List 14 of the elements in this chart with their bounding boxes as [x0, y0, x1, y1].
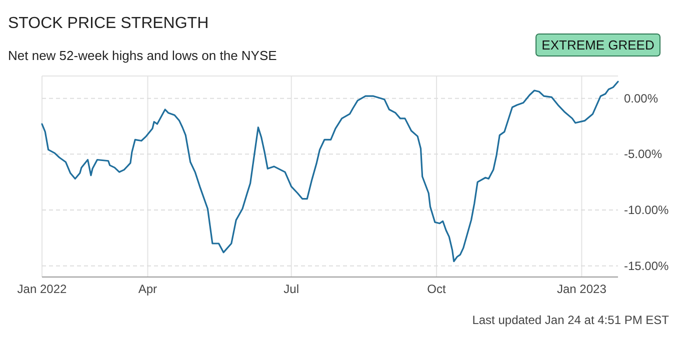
x-tick-label: Oct [427, 282, 447, 296]
chart-title: STOCK PRICE STRENGTH [8, 15, 209, 32]
status-badge: EXTREME GREED [536, 34, 660, 56]
line-series [41, 80, 619, 262]
y-tick-label: -10.00% [624, 203, 670, 217]
text: Last updated Jan 24 at 4:51 PM EST [472, 313, 670, 327]
x-tick-label: Jan 2022 [17, 282, 68, 296]
chart-subtitle: Net new 52-week highs and lows on the NYSE [8, 48, 278, 63]
y-tick-label: -15.00% [624, 258, 670, 273]
y-tick-label: 0.00% [624, 91, 658, 106]
x-tick-label: Apr [138, 282, 158, 296]
x-tick-label: Jul [284, 282, 300, 296]
x-tick-label: Jan 2023 [557, 282, 607, 296]
y-tick-label: -5.00% [624, 147, 662, 162]
